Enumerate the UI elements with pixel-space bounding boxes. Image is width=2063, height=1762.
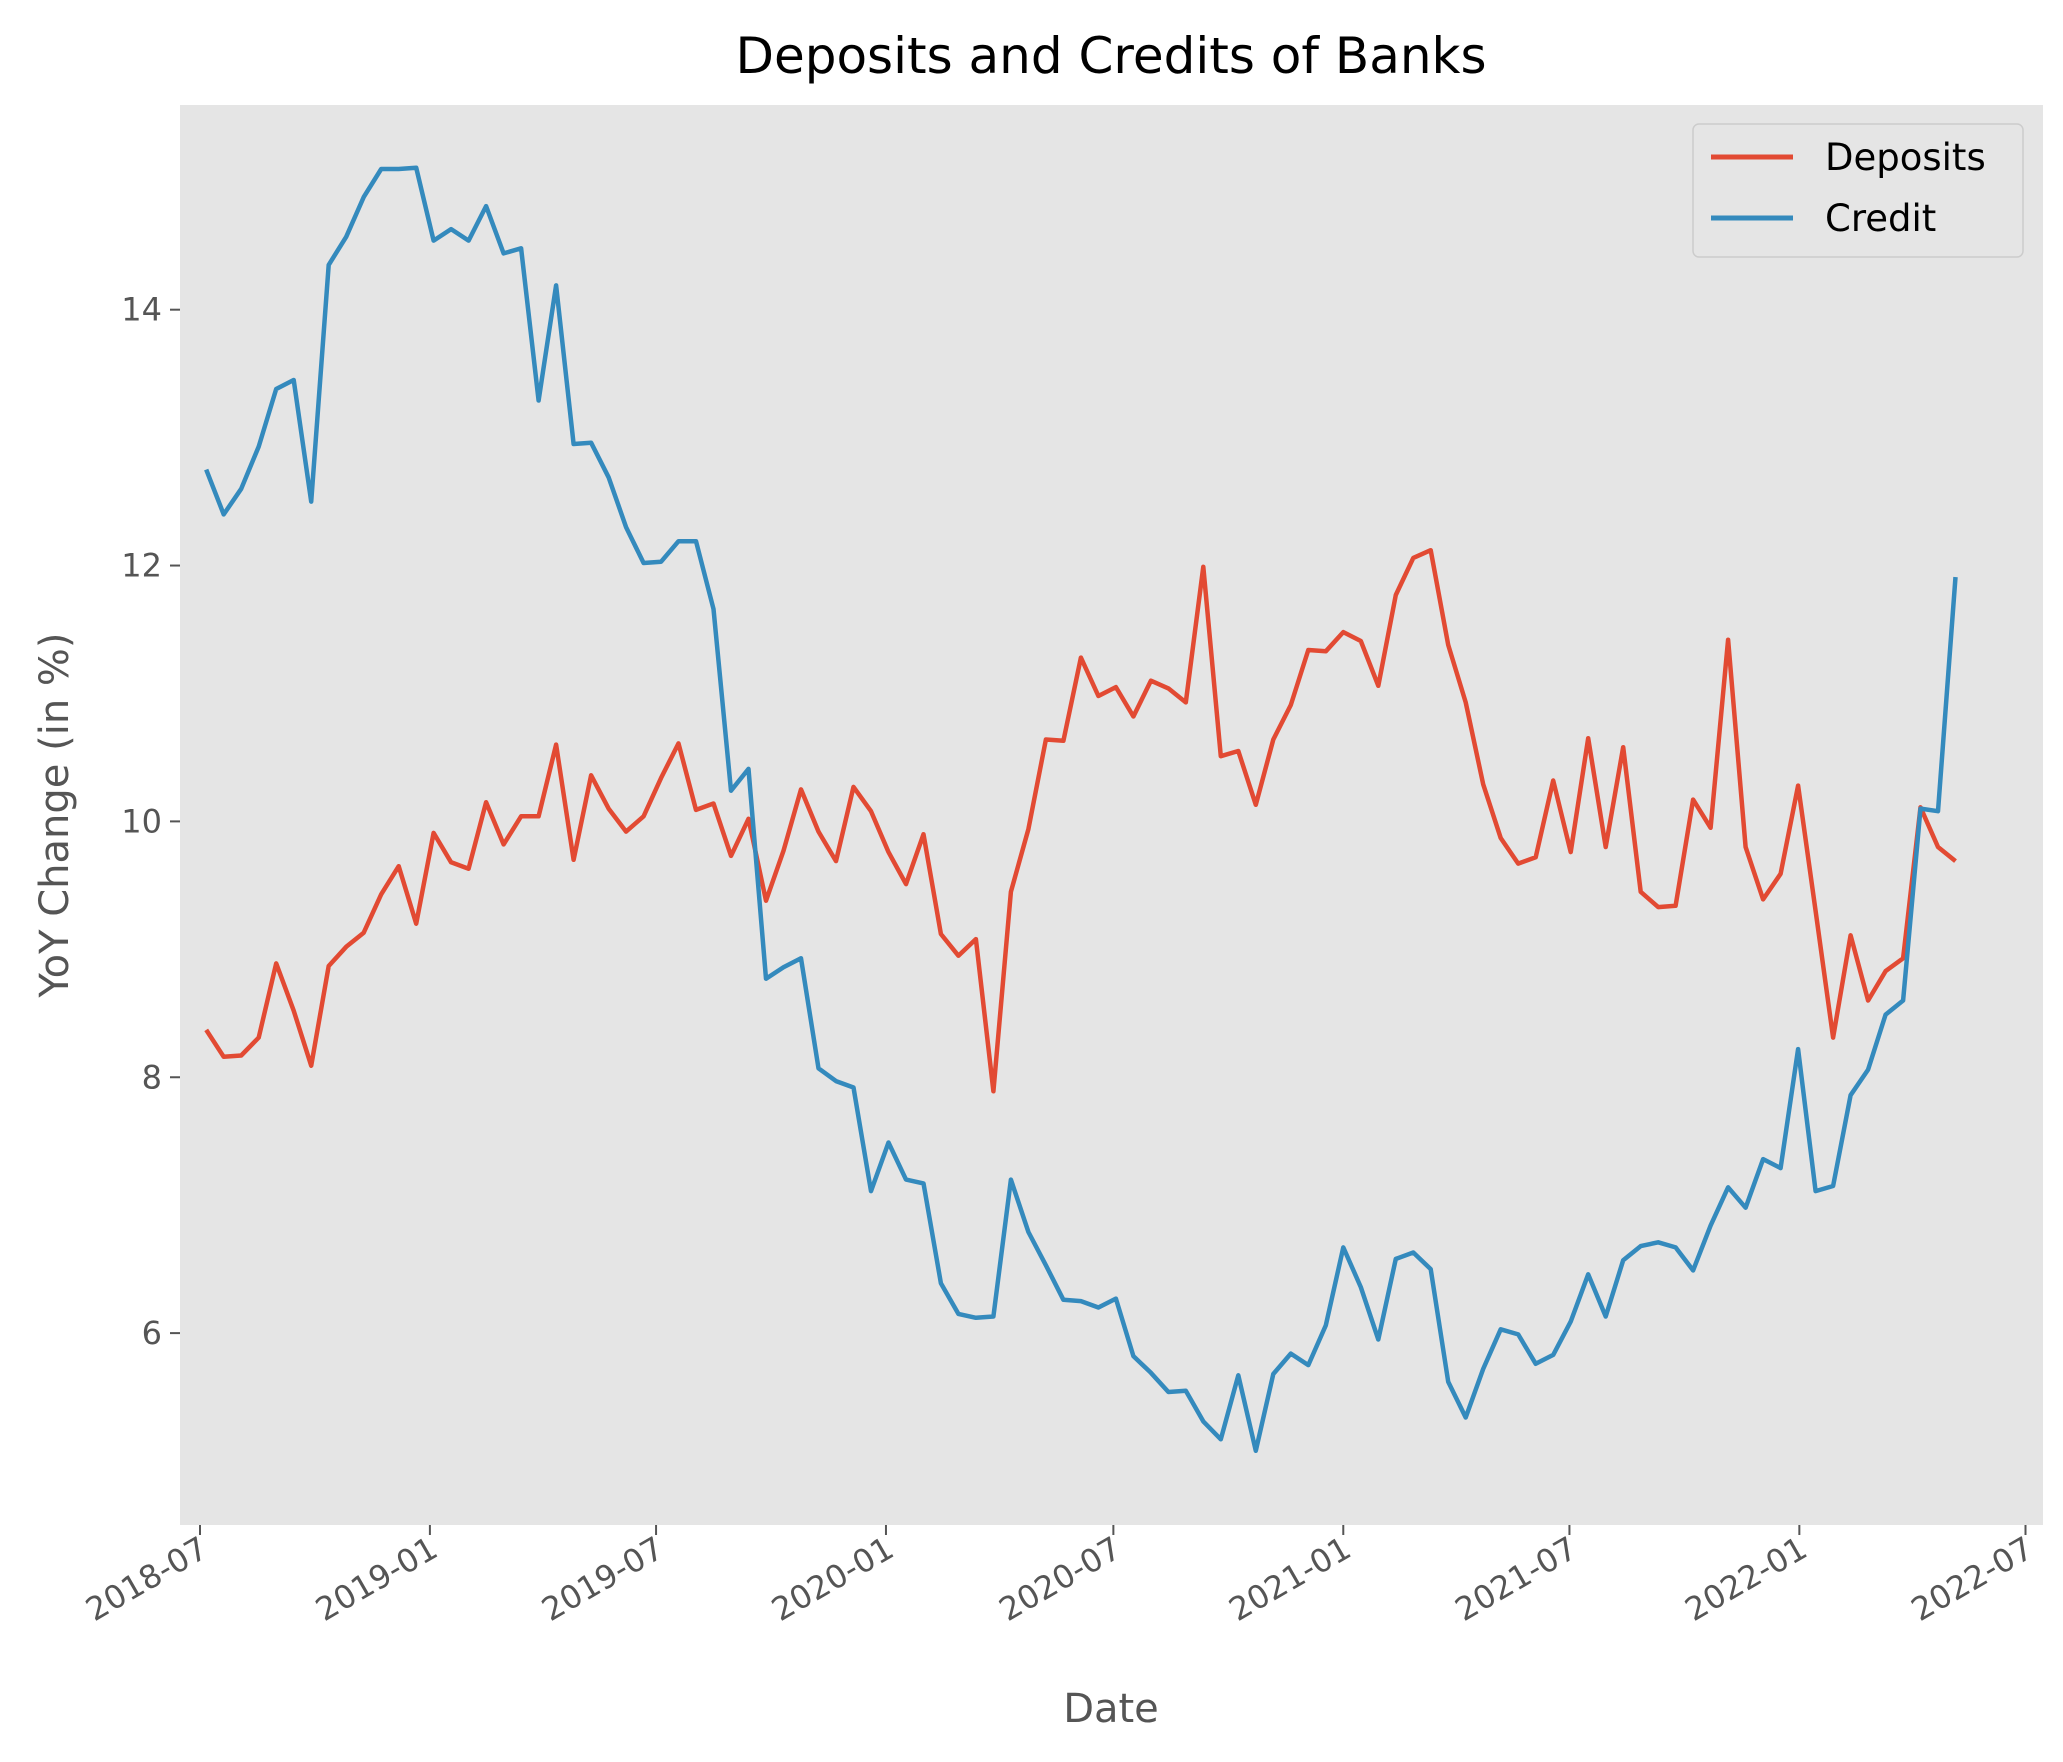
series-line-deposits [204,547,1957,1094]
plot-area [180,105,2043,1525]
series-line-credit [204,165,1958,1454]
y-tick-label: 12 [121,547,162,585]
y-tick-label: 8 [142,1058,162,1096]
y-tick-label: 6 [142,1314,162,1352]
y-tick-label: 10 [121,802,162,840]
legend-label-credit: Credit [1825,197,1936,240]
y-axis: 6 8 10 12 14 [121,291,180,1352]
series-layer [204,165,1958,1454]
legend: Deposits Credit [1692,123,2024,258]
y-axis-label: YoY Change (in %) [32,633,78,999]
x-axis-label: Date [1063,1686,1159,1732]
legend-label-deposits: Deposits [1825,136,1986,179]
y-tick-label: 14 [121,291,162,329]
chart-title: Deposits and Credits of Banks [735,27,1486,85]
